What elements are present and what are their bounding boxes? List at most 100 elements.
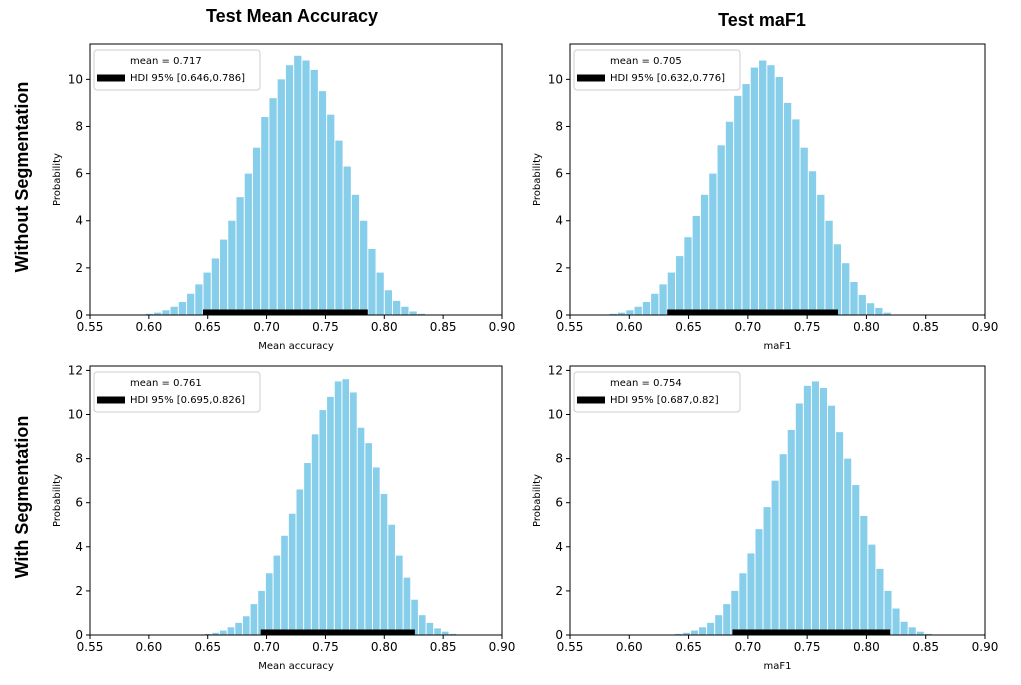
histogram-bar xyxy=(401,306,409,315)
y-tick-label: 12 xyxy=(548,363,563,377)
x-tick-label: 0.60 xyxy=(135,320,162,334)
x-tick-label: 0.85 xyxy=(912,320,939,334)
x-tick-label: 0.55 xyxy=(77,640,104,654)
y-tick-label: 4 xyxy=(75,540,83,554)
histogram-bar xyxy=(775,76,783,316)
legend-hdi-label: HDI 95% [0.695,0.826] xyxy=(130,395,245,406)
x-tick-label: 0.55 xyxy=(557,640,584,654)
y-tick-label: 6 xyxy=(75,167,83,181)
y-tick-label: 0 xyxy=(555,308,563,322)
histogram-bar xyxy=(723,604,731,635)
histogram-bar xyxy=(700,194,709,315)
histogram-bar xyxy=(731,590,739,635)
y-tick-label: 2 xyxy=(555,261,563,275)
y-tick-label: 0 xyxy=(555,628,563,642)
histogram-bar xyxy=(811,381,819,635)
y-tick-label: 2 xyxy=(75,261,83,275)
histogram-bar xyxy=(418,615,426,635)
histogram-bar xyxy=(892,608,900,635)
y-tick-label: 2 xyxy=(555,584,563,598)
histogram-bar xyxy=(162,310,170,315)
legend: mean = 0.754 HDI 95% [0.687,0.82] xyxy=(573,371,741,413)
histogram-bar xyxy=(294,55,302,315)
histogram-bar xyxy=(373,467,380,635)
histogram-bar xyxy=(178,302,187,315)
histogram-bar xyxy=(368,249,376,315)
histogram-bar xyxy=(651,293,659,315)
histogram-bar xyxy=(449,633,457,635)
x-tick-label: 0.90 xyxy=(489,320,516,334)
histogram-bar xyxy=(212,632,219,635)
histogram-bar xyxy=(302,60,310,315)
legend: mean = 0.717 HDI 95% [0.646,0.786] xyxy=(93,49,261,91)
x-tick-label: 0.80 xyxy=(853,640,880,654)
chart-panel: 0.55 0.60 0.65 0.70 0.75 0.80 0.85 0.90 0 2 4 6 8 10 m… xyxy=(532,43,998,352)
histogram-bar xyxy=(327,114,335,315)
histogram-bar xyxy=(235,622,242,635)
histogram-bar xyxy=(779,454,787,635)
histogram-bar xyxy=(860,515,868,635)
histogram-bar xyxy=(803,385,811,635)
y-tick-label: 6 xyxy=(555,496,563,510)
histogram-bar xyxy=(883,312,891,315)
histogram-bar xyxy=(690,630,699,635)
y-tick-label: 4 xyxy=(75,214,83,228)
histogram-bar xyxy=(343,166,351,315)
histogram-bar xyxy=(817,194,825,315)
histogram-bar xyxy=(376,272,384,315)
histogram-bar xyxy=(742,84,750,315)
histogram-bar xyxy=(441,631,449,635)
histogram-bar xyxy=(409,311,417,315)
y-tick-label: 0 xyxy=(75,308,83,322)
histogram-bar xyxy=(310,69,318,315)
histogram-bar xyxy=(335,140,343,315)
legend-box xyxy=(93,49,261,91)
histogram-bar xyxy=(203,272,211,315)
histogram-bar xyxy=(908,627,916,635)
histogram-bar xyxy=(763,507,771,635)
histogram-bar xyxy=(783,102,792,315)
histogram-bar xyxy=(819,388,828,635)
histogram-bar xyxy=(828,405,836,635)
histogram-bar xyxy=(868,544,876,635)
histogram-bar xyxy=(682,632,690,635)
histogram-bar xyxy=(684,237,692,315)
y-tick-label: 10 xyxy=(548,408,563,422)
histogram-bar xyxy=(227,627,235,635)
histogram-bar xyxy=(252,147,261,315)
row-title-without-segmentation: Without Segmentation xyxy=(12,82,32,273)
chart-panel: 0.55 0.60 0.65 0.70 0.75 0.80 0.85 0.90 0 2 4 6 8 10 1… xyxy=(52,363,515,672)
histogram-bar xyxy=(384,290,393,315)
histogram-bar xyxy=(900,621,908,635)
legend: mean = 0.705 HDI 95% [0.632,0.776] xyxy=(573,49,741,91)
y-tick-label: 8 xyxy=(75,452,83,466)
x-tick-label: 0.70 xyxy=(734,640,761,654)
x-tick-label: 0.60 xyxy=(616,640,643,654)
histogram-bar xyxy=(380,493,388,635)
histogram-bar xyxy=(692,216,700,315)
legend-mean-label: mean = 0.754 xyxy=(610,378,682,389)
histogram-bar xyxy=(858,294,866,315)
axes-frame xyxy=(89,43,503,316)
histogram-bar xyxy=(403,577,411,635)
histogram-bar xyxy=(434,628,441,635)
histogram-bar xyxy=(617,312,626,315)
histogram-bar xyxy=(242,616,250,635)
histogram-bar xyxy=(334,381,342,635)
chart-panel: 0.55 0.60 0.65 0.70 0.75 0.80 0.85 0.90 0 2 4 6 8 10 M… xyxy=(52,43,516,352)
histogram-bar xyxy=(211,258,219,315)
column-title-maf1: Test maF1 xyxy=(718,10,806,30)
histogram-bar xyxy=(734,95,742,315)
x-tick-label: 0.80 xyxy=(371,320,398,334)
histogram-bar xyxy=(350,392,357,635)
axes-frame xyxy=(569,365,986,636)
y-axis-label: Probability xyxy=(52,153,63,206)
histogram-bar xyxy=(265,573,273,635)
histogram-bar xyxy=(261,117,269,315)
histogram-bar xyxy=(717,145,725,315)
y-tick-label: 4 xyxy=(555,540,563,554)
axes-frame xyxy=(569,43,986,316)
histogram-bar xyxy=(258,590,265,635)
legend-hdi-label: HDI 95% [0.646,0.786] xyxy=(130,73,245,84)
